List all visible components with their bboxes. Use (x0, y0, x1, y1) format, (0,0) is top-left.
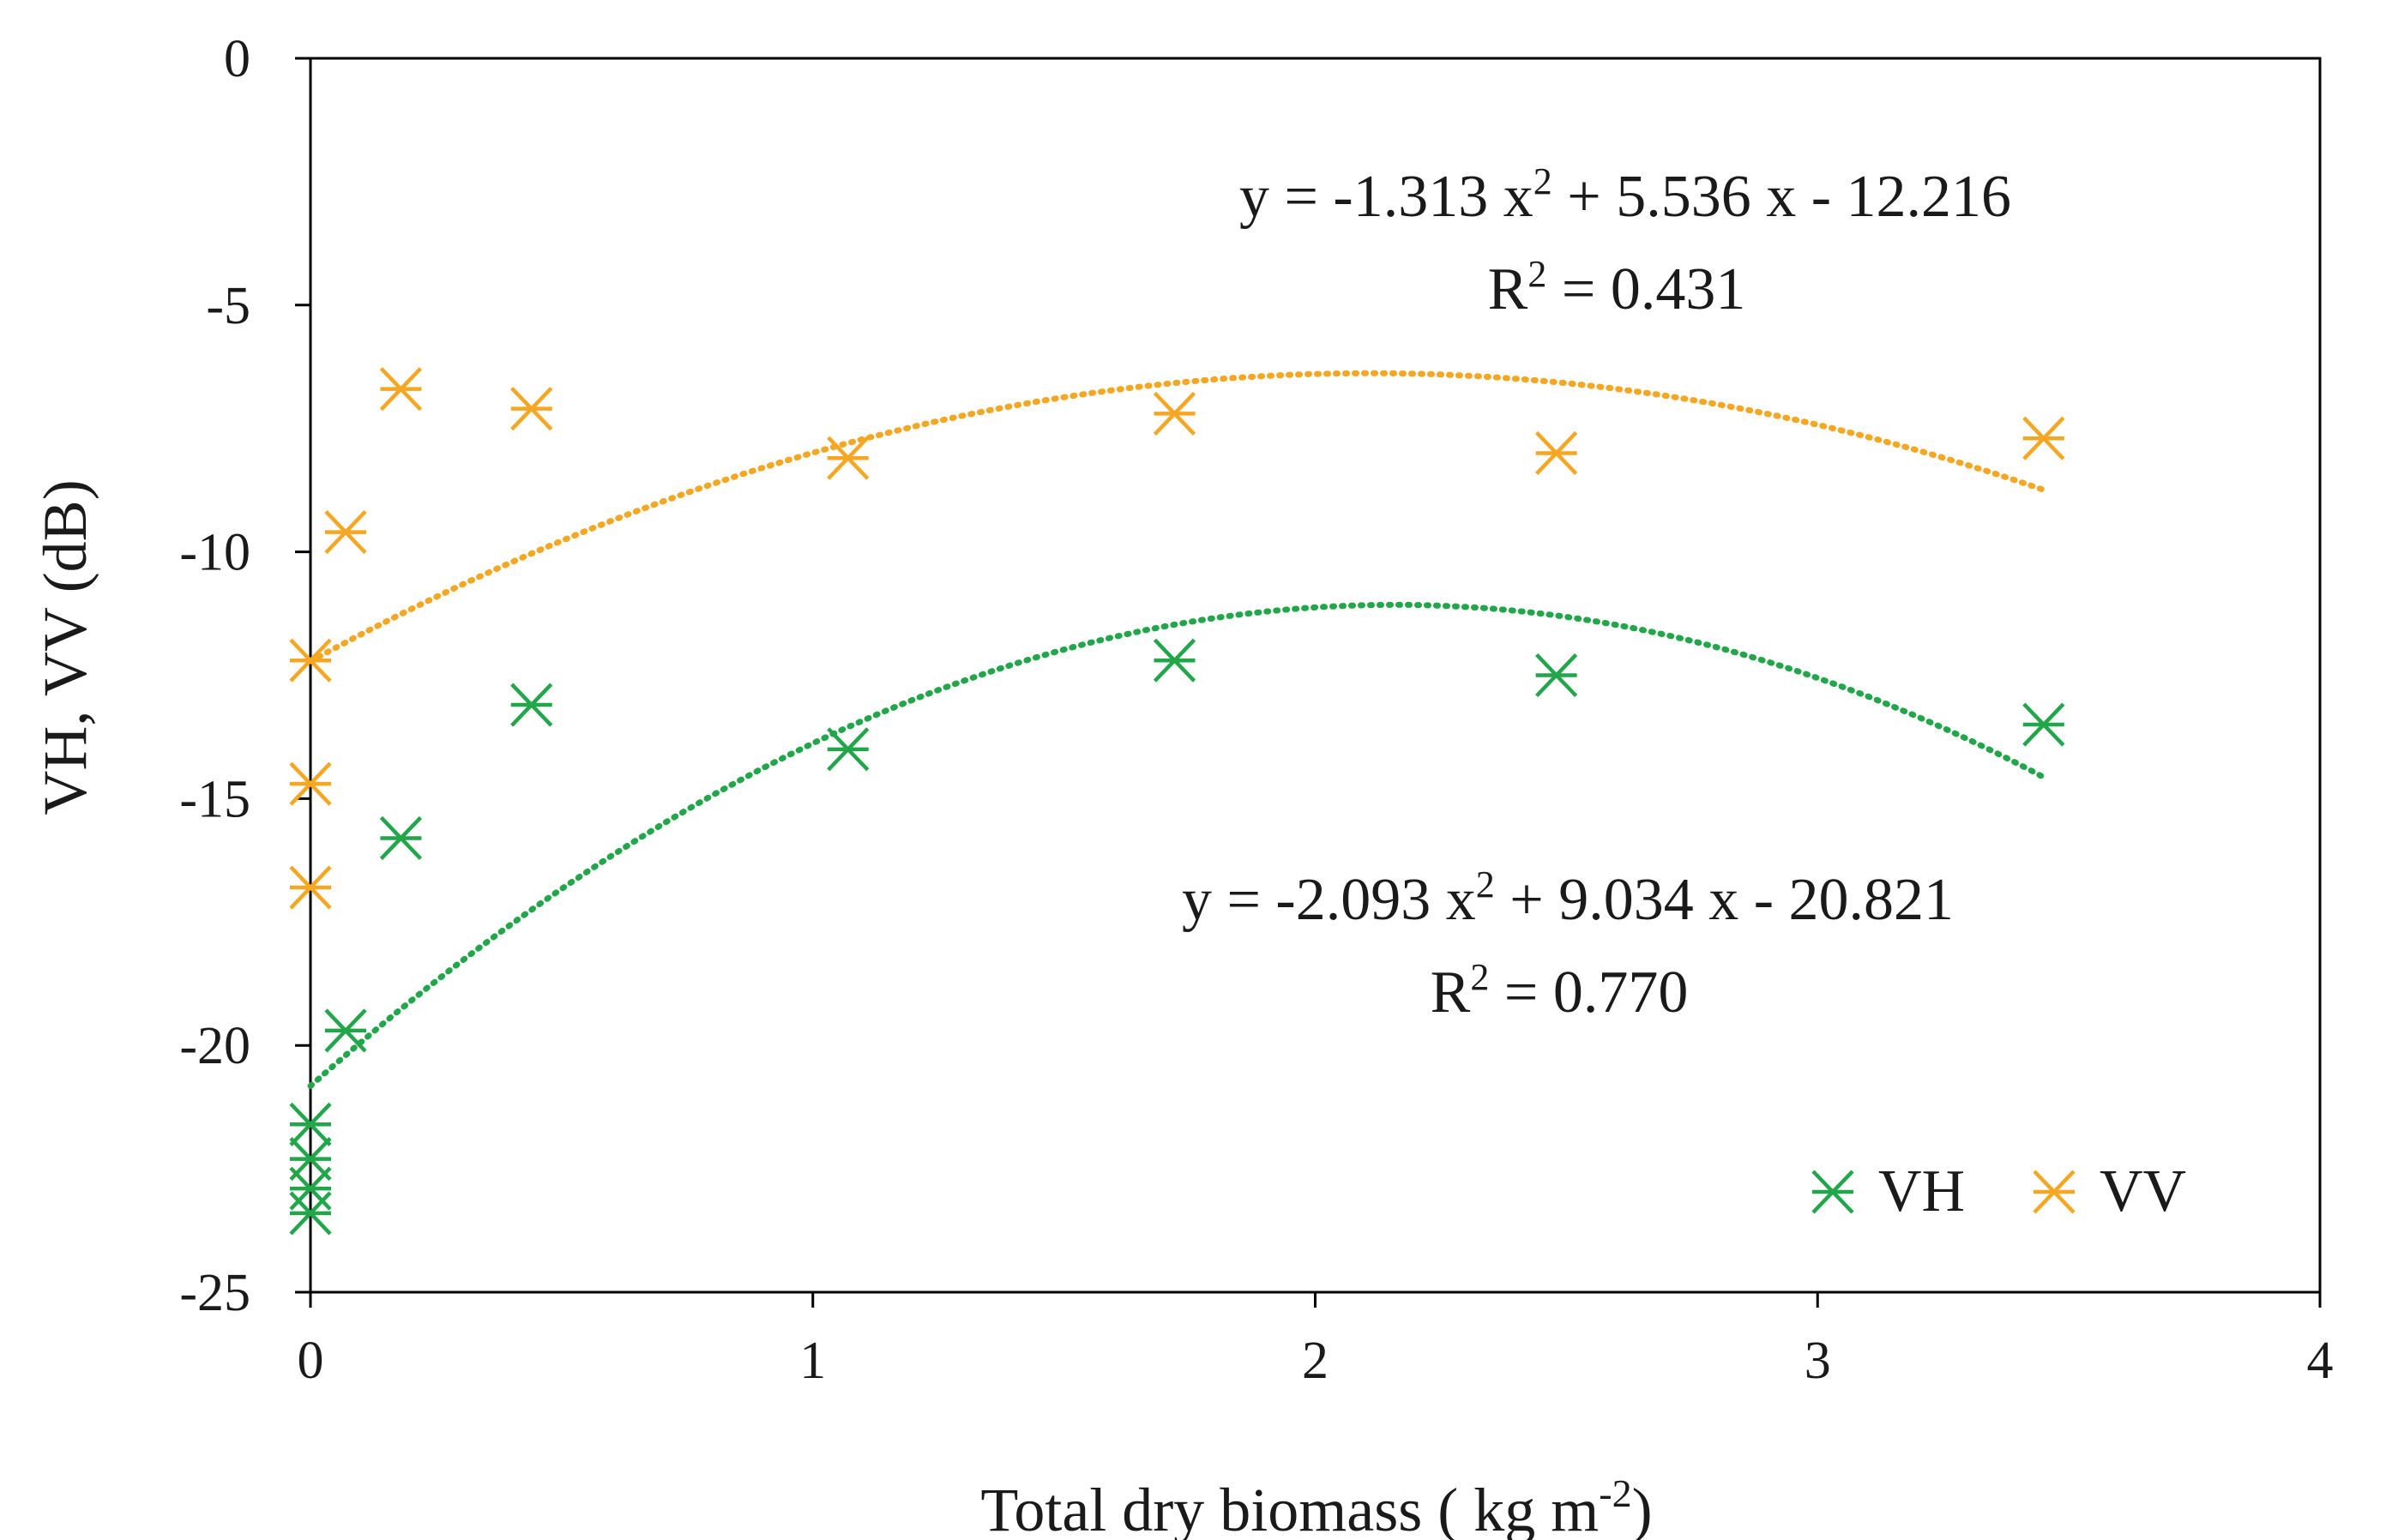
vh-data-point (510, 683, 553, 727)
vv-trend-equation: y = -1.313 x2 + 5.536 x - 12.216 (1239, 160, 2011, 230)
y-tick-label: -5 (206, 277, 250, 335)
legend: VH VV (1811, 1158, 2186, 1224)
y-tick-label: 0 (224, 30, 250, 88)
x-axis: 0 1 2 3 4 (298, 1292, 2334, 1390)
vv-data-point (2022, 416, 2065, 460)
vh-data-point (827, 727, 870, 772)
y-tick-label: -10 (179, 524, 250, 582)
vv-data-point (324, 510, 367, 555)
legend-vh-label: VH (1878, 1158, 1965, 1224)
x-tick-label: 2 (1302, 1332, 1329, 1390)
x-tick-label: 4 (2307, 1332, 2334, 1390)
vv-data-point (827, 436, 870, 480)
vv-data-point (1153, 391, 1196, 436)
vh-trend-r2: R2 = 0.770 (1431, 956, 1689, 1026)
vv-data-point (379, 367, 423, 412)
y-tick-label: -20 (179, 1017, 250, 1075)
trendlines (307, 370, 2047, 1089)
y-tick-label: -15 (179, 770, 250, 828)
vv-trend-r2: R2 = 0.431 (1488, 253, 1746, 322)
x-tick-label: 0 (298, 1332, 324, 1390)
vv-data-point (289, 638, 332, 683)
vh-trendline (307, 601, 2047, 1089)
vv-data-point (510, 387, 553, 431)
vh-data-point (324, 1008, 367, 1053)
vh-data-point (289, 1191, 332, 1236)
legend-vv-label: VV (2100, 1158, 2186, 1224)
vh-data-point (1535, 653, 1578, 698)
plot-frame (309, 57, 2322, 1294)
x-tick-label: 3 (1805, 1332, 1831, 1390)
x-tick-label: 1 (799, 1332, 826, 1390)
legend-vv-asterisk (2033, 1170, 2076, 1214)
y-axis: 0 -5 -10 -15 -20 -25 (179, 30, 310, 1322)
y-axis-title: VH, VV (dB) (31, 479, 99, 815)
vh-data-point (289, 1102, 332, 1146)
vv-data-point (289, 761, 332, 806)
vh-data-point (2022, 702, 2065, 747)
vh-trend-equation: y = -2.093 x2 + 9.034 x - 20.821 (1182, 863, 1954, 933)
plot-area (309, 57, 2322, 1294)
vv-trendline (307, 370, 2047, 665)
legend-vh-marker (1811, 1170, 1854, 1214)
vh-data-point (1153, 638, 1196, 683)
data-markers (289, 367, 2065, 1236)
y-tick-label: -25 (179, 1264, 250, 1322)
legend-vv-marker (2033, 1170, 2076, 1214)
vh-data-point (379, 815, 423, 861)
vv-data-point (289, 865, 332, 910)
legend-vh-asterisk (1811, 1170, 1854, 1214)
x-axis-title: Total dry biomass ( kg m-2) (980, 1471, 1652, 1540)
vv-data-point (1535, 430, 1578, 476)
